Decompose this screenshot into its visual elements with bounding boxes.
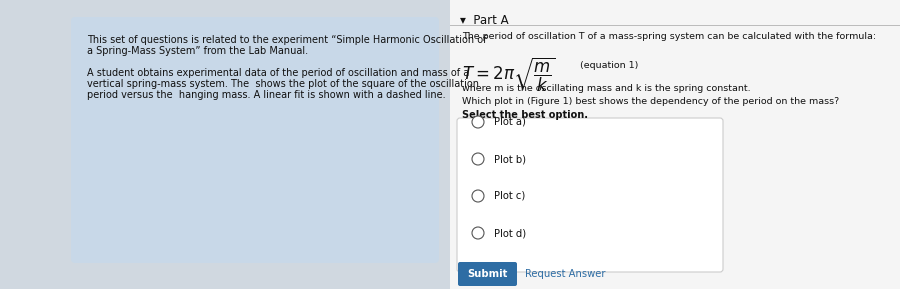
FancyBboxPatch shape [457,118,723,272]
Text: ▾  Part A: ▾ Part A [460,14,508,27]
Text: Select the best option.: Select the best option. [462,110,588,120]
FancyBboxPatch shape [450,0,900,289]
FancyBboxPatch shape [71,17,439,263]
Text: $T = 2\pi\sqrt{\dfrac{m}{k}}$: $T = 2\pi\sqrt{\dfrac{m}{k}}$ [462,56,556,95]
Circle shape [472,227,484,239]
Circle shape [472,153,484,165]
Text: vertical spring-mass system. The  shows the plot of the square of the oscillatio: vertical spring-mass system. The shows t… [87,79,479,89]
Text: Plot c): Plot c) [494,191,526,201]
Text: period versus the  hanging mass. A linear fit is shown with a dashed line.: period versus the hanging mass. A linear… [87,90,446,100]
Text: Plot a): Plot a) [494,117,526,127]
Text: Plot d): Plot d) [494,228,526,238]
Text: Submit: Submit [467,269,508,279]
Text: Plot b): Plot b) [494,154,526,164]
Text: A student obtains experimental data of the period of oscillation and mass of a: A student obtains experimental data of t… [87,68,469,78]
FancyBboxPatch shape [458,262,517,286]
Text: (equation 1): (equation 1) [580,61,638,70]
Circle shape [472,190,484,202]
Text: a Spring-Mass System” from the Lab Manual.: a Spring-Mass System” from the Lab Manua… [87,46,308,56]
Text: Request Answer: Request Answer [525,269,606,279]
Text: This set of questions is related to the experiment “Simple Harmonic Oscillation : This set of questions is related to the … [87,35,487,45]
Text: where m is the oscillating mass and k is the spring constant.: where m is the oscillating mass and k is… [462,84,751,93]
Text: The period of oscillation T of a mass-spring system can be calculated with the f: The period of oscillation T of a mass-sp… [462,32,876,41]
Text: Which plot in (Figure 1) best shows the dependency of the period on the mass?: Which plot in (Figure 1) best shows the … [462,97,839,106]
Circle shape [472,116,484,128]
